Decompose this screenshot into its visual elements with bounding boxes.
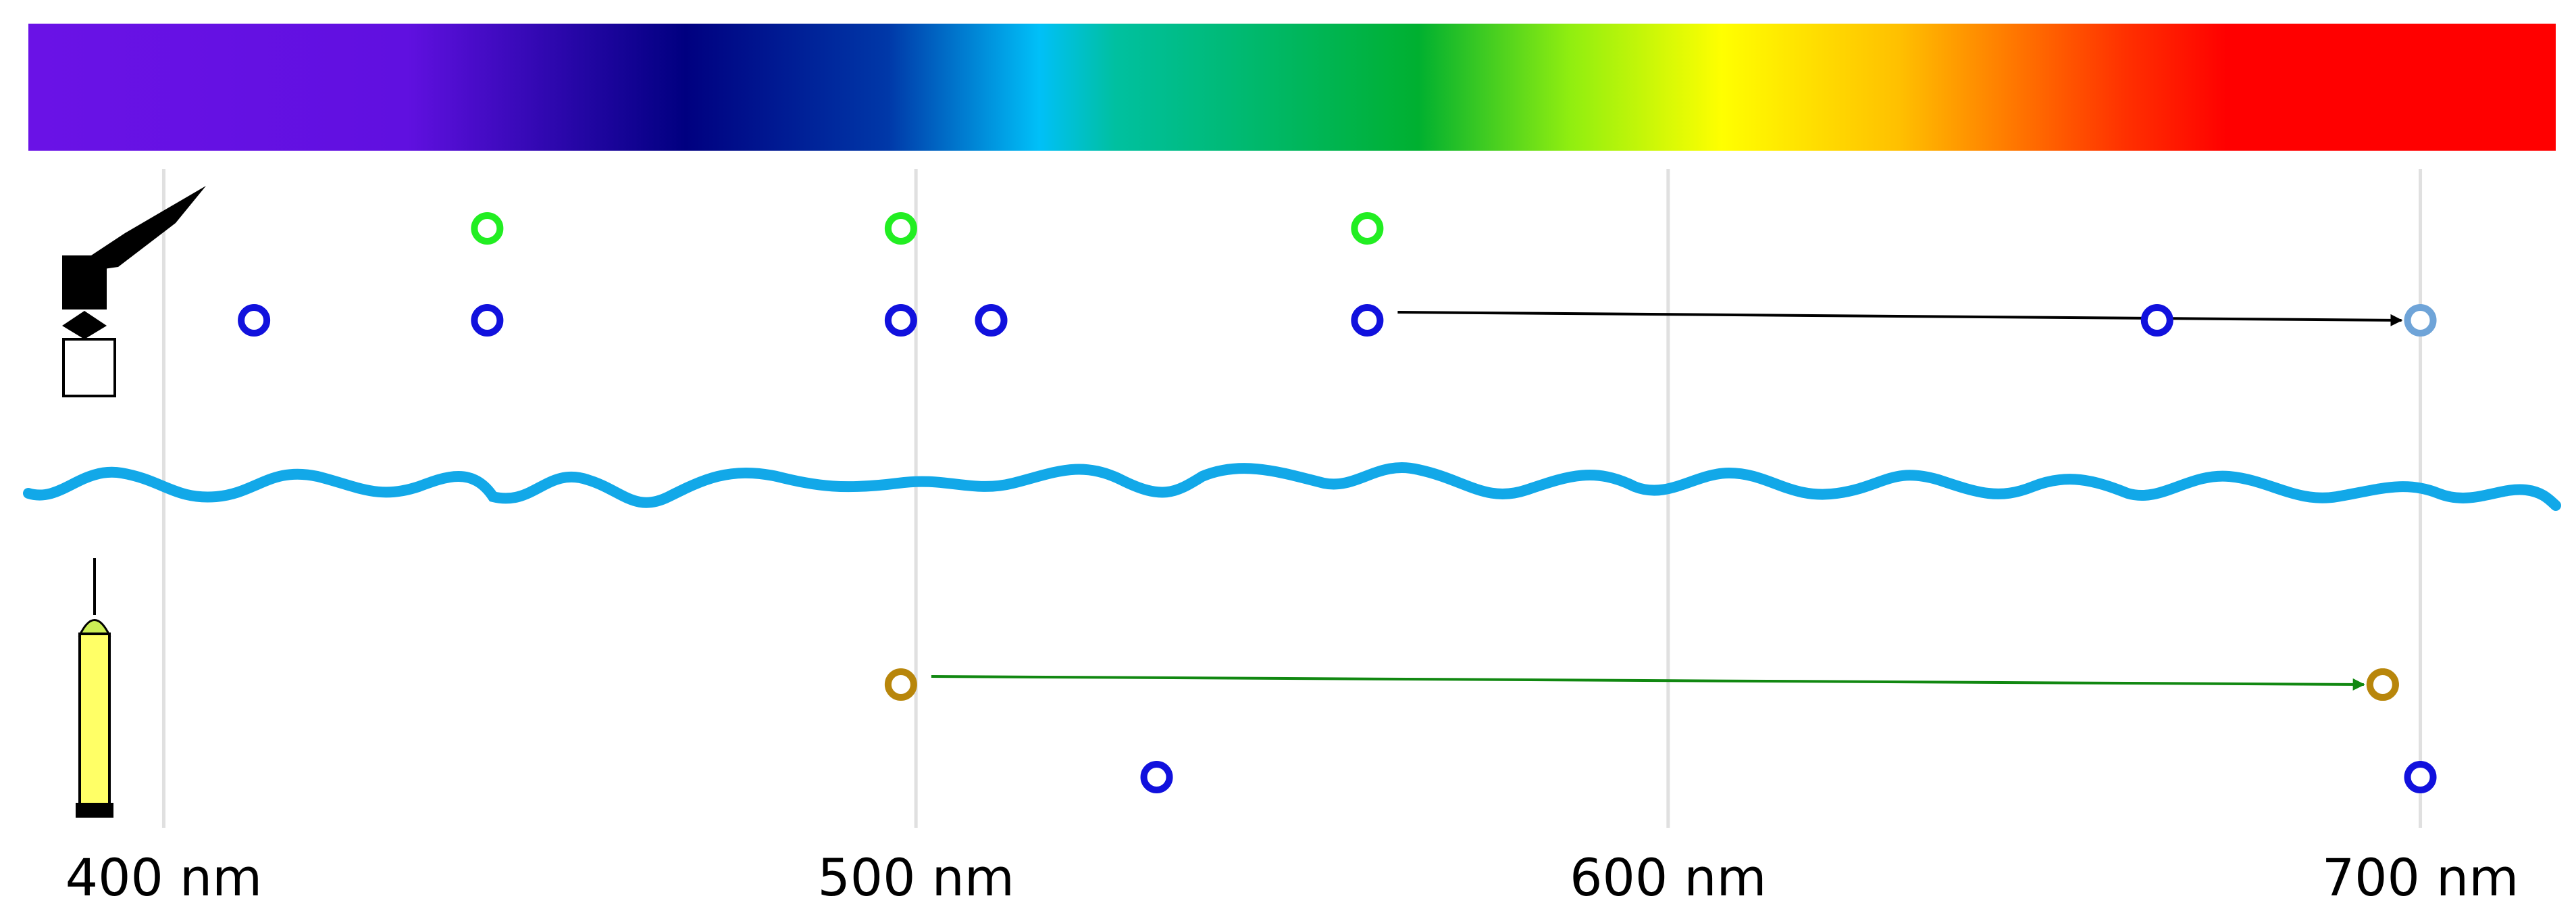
grid-lines bbox=[161, 169, 2423, 828]
shifted-band-marker bbox=[2404, 304, 2437, 337]
band-marker bbox=[471, 304, 504, 337]
tick-label: 500 nm bbox=[817, 847, 1014, 908]
wavelength-shift-arrow bbox=[1397, 311, 2403, 326]
band-marker bbox=[884, 212, 917, 245]
band-marker bbox=[1351, 304, 1384, 337]
band-marker bbox=[975, 304, 1008, 337]
band-marker bbox=[884, 304, 917, 337]
satellite-icon bbox=[62, 186, 206, 397]
wavelength-shift-arrows bbox=[931, 311, 2403, 691]
wavelength-shift-arrow bbox=[931, 675, 2365, 691]
band-marker bbox=[2140, 304, 2173, 337]
x-axis-ticks: 400 nm 500 nm 600 nm 700 nm bbox=[66, 847, 2519, 908]
tick-label: 600 nm bbox=[1570, 847, 1766, 908]
band-marker bbox=[2404, 761, 2437, 793]
tick-label: 400 nm bbox=[66, 847, 262, 908]
band-markers bbox=[238, 212, 2437, 793]
shifted-band-marker bbox=[2366, 668, 2399, 701]
band-marker bbox=[884, 668, 917, 701]
band-marker bbox=[1351, 212, 1384, 245]
sea-surface-wave-icon bbox=[23, 462, 2561, 511]
spectrum-bar bbox=[28, 24, 2556, 151]
profiling-float-icon bbox=[76, 558, 113, 818]
tick-label: 700 nm bbox=[2322, 847, 2519, 908]
band-marker bbox=[1140, 761, 1173, 793]
band-marker bbox=[471, 212, 504, 245]
band-marker bbox=[238, 304, 271, 337]
